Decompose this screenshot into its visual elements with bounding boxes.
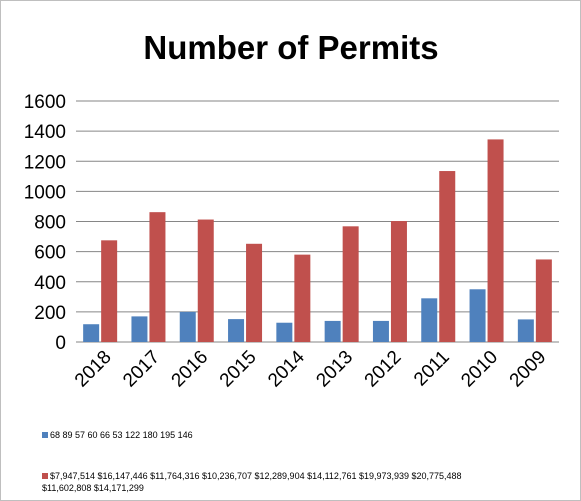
bar-blue-2010 xyxy=(469,289,486,342)
bar-blue-2015 xyxy=(228,319,245,342)
x-axis-ticks: 2018 2017 2016 2015 2014 2013 2012 2011 2010 2009 xyxy=(71,346,550,391)
chart-title: Number of Permits xyxy=(143,29,438,66)
legend: 68 89 57 60 66 53 122 180 195 146 $7,947,… xyxy=(42,430,462,493)
bar-red-2013 xyxy=(342,226,359,342)
bar-red-2016 xyxy=(197,219,214,342)
x-tick-label: 2011 xyxy=(410,347,454,391)
bar-red-2012 xyxy=(390,221,407,342)
y-tick-label: 800 xyxy=(34,213,66,234)
legend-label-red-line: $11,602,808 $14,171,299 xyxy=(42,483,144,493)
x-tick-label: 2009 xyxy=(506,347,551,392)
x-tick-label: 2017 xyxy=(119,347,164,392)
y-tick-label: 600 xyxy=(34,243,66,264)
y-tick-label: 1200 xyxy=(24,152,66,173)
bar-blue-2014 xyxy=(276,322,293,342)
y-tick-label: 1600 xyxy=(24,92,66,113)
y-axis-ticks: 0 200 400 600 800 1000 1200 1400 1600 xyxy=(24,92,66,354)
grid-layer xyxy=(76,100,559,343)
legend-label-red-line: $7,947,514 $16,147,446 $11,764,316 $10,2… xyxy=(50,471,462,481)
bar-red-2018 xyxy=(101,240,118,342)
x-tick-label: 2018 xyxy=(71,347,116,392)
bar-red-2017 xyxy=(149,212,166,342)
x-tick-label: 2013 xyxy=(312,347,357,392)
legend-swatch-red xyxy=(42,473,48,479)
bar-red-2011 xyxy=(439,171,456,342)
bar-red-2015 xyxy=(246,243,263,342)
x-tick-label: 2015 xyxy=(216,347,261,392)
bar-blue-2012 xyxy=(372,320,389,342)
bar-blue-2011 xyxy=(421,298,438,342)
y-tick-label: 1000 xyxy=(24,182,66,203)
bar-blue-2016 xyxy=(179,311,196,342)
bar-blue-2018 xyxy=(83,324,100,342)
y-tick-label: 0 xyxy=(55,333,66,354)
y-tick-label: 200 xyxy=(34,303,66,324)
x-tick-label: 2014 xyxy=(264,346,309,391)
legend-swatch-blue xyxy=(42,432,48,438)
bar-blue-2013 xyxy=(324,320,341,342)
x-tick-label: 2012 xyxy=(361,347,406,392)
bar-red-2009 xyxy=(535,259,552,342)
bar-red-2010 xyxy=(487,139,504,342)
legend-label-blue: 68 89 57 60 66 53 122 180 195 146 xyxy=(50,430,193,440)
y-tick-label: 400 xyxy=(34,273,66,294)
bars xyxy=(83,139,552,342)
x-tick-label: 2010 xyxy=(457,347,502,392)
y-tick-label: 1400 xyxy=(24,122,66,143)
bar-blue-2017 xyxy=(131,316,148,342)
bar-blue-2009 xyxy=(517,319,534,342)
bar-red-2014 xyxy=(294,254,311,342)
x-tick-label: 2016 xyxy=(168,347,213,392)
